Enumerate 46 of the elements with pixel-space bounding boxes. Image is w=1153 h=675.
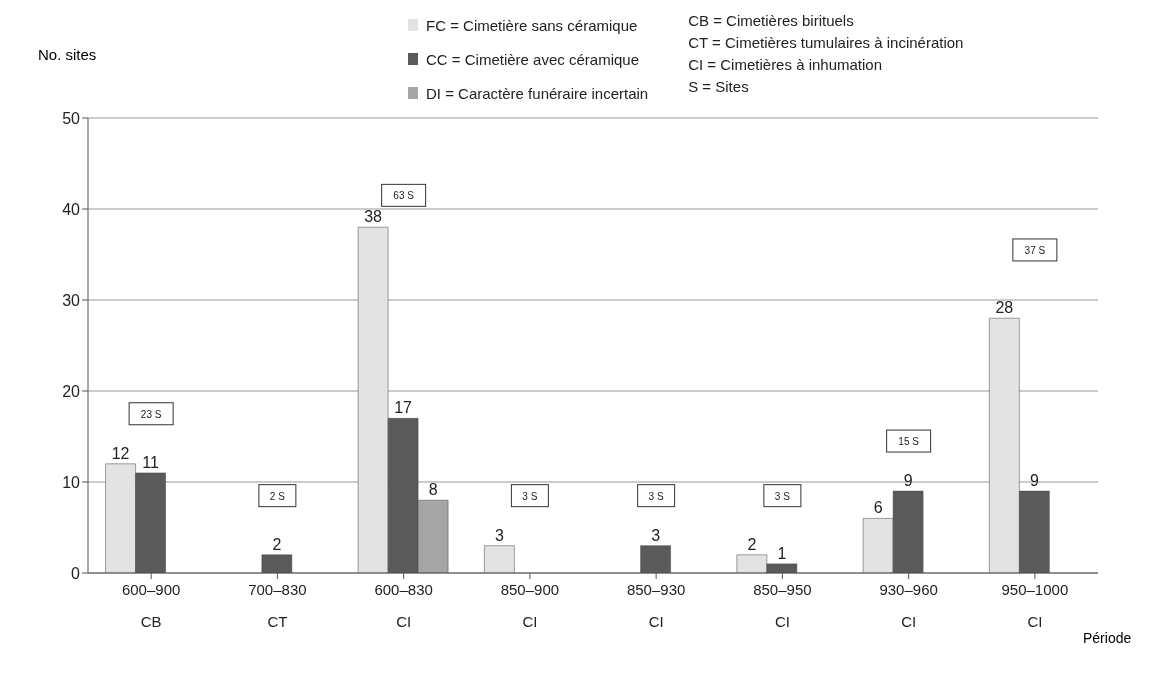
legend-label: FC = Cimetière sans céramique bbox=[425, 15, 639, 36]
data-label: 2 bbox=[272, 535, 282, 553]
data-label: 2 bbox=[747, 535, 757, 553]
legend-label: CC = Cimetière avec céramique bbox=[425, 49, 640, 70]
x-tick-label: 930–960 CI bbox=[879, 581, 938, 630]
data-label: 3 bbox=[494, 526, 504, 544]
annotation: 2 S bbox=[269, 490, 286, 502]
x-tick-label: 850–930 CI bbox=[626, 581, 686, 630]
y-tick-label: 20 bbox=[62, 382, 81, 400]
y-tick-label: 0 bbox=[71, 564, 81, 582]
text: CB = Cimetières birituels bbox=[688, 12, 855, 31]
y-tick-label: 30 bbox=[62, 291, 81, 309]
data-label: 8 bbox=[428, 481, 438, 499]
x-axis-title: Période bbox=[1083, 630, 1132, 646]
annotation: 3 S bbox=[774, 490, 791, 502]
bar bbox=[484, 545, 515, 573]
data-label: 12 bbox=[111, 444, 130, 462]
text: CT = Cimetières tumulaires à incinération bbox=[688, 34, 964, 53]
y-tick-label: 10 bbox=[62, 473, 81, 491]
text: S = Sites bbox=[688, 78, 750, 97]
annotation: 37 S bbox=[1024, 244, 1046, 256]
y-axis-title: No. sites bbox=[38, 46, 97, 63]
annotation: 63 S bbox=[393, 190, 415, 202]
data-label: 38 bbox=[364, 208, 383, 226]
x-tick-label: 600–900 CB bbox=[121, 581, 181, 630]
data-label: 3 bbox=[651, 526, 661, 544]
data-label: 6 bbox=[873, 499, 883, 517]
data-label: 9 bbox=[1029, 472, 1039, 490]
data-label: 17 bbox=[394, 399, 413, 417]
annotation: 23 S bbox=[140, 408, 162, 420]
data-label: 28 bbox=[995, 299, 1014, 317]
annotation: 3 S bbox=[522, 490, 538, 502]
x-tick-label: 850–950 CI bbox=[753, 581, 812, 630]
x-tick-label: 850–900 CI bbox=[500, 581, 560, 630]
annotation: 3 S bbox=[648, 490, 664, 502]
annotation: 15 S bbox=[898, 436, 920, 448]
data-label: 9 bbox=[903, 472, 913, 490]
x-tick-label: 950–1000 CI bbox=[1001, 581, 1069, 630]
text: CI = Cimetières à inhumation bbox=[688, 56, 884, 75]
y-tick-label: 50 bbox=[62, 109, 81, 127]
y-tick-label: 40 bbox=[62, 200, 81, 218]
legend-label: DI = Caractère funéraire incertain bbox=[425, 83, 649, 104]
data-label: 11 bbox=[142, 453, 160, 471]
x-tick-label: 700–830 CT bbox=[248, 581, 307, 630]
data-label: 1 bbox=[777, 544, 787, 562]
x-tick-label: 600–830 CI bbox=[374, 581, 433, 630]
